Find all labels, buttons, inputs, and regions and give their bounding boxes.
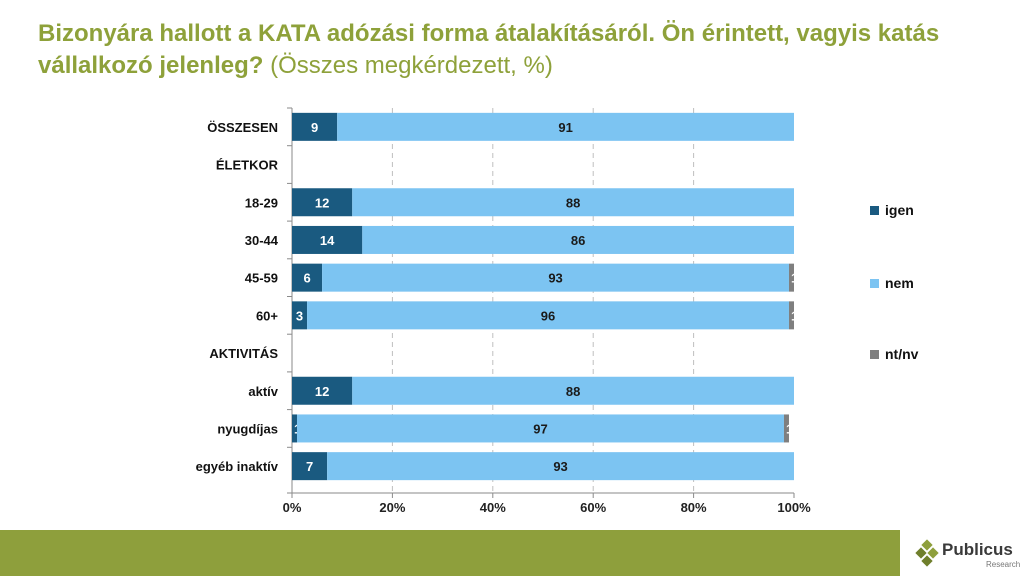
bar-igen-0 [292, 112, 338, 141]
bar-igen-9 [292, 452, 328, 481]
legend-swatch-nem [870, 279, 879, 288]
x-tick-label: 60% [580, 500, 606, 515]
category-label: 45-59 [245, 271, 278, 286]
category-label: 30-44 [245, 233, 279, 248]
category-label: aktív [248, 384, 278, 399]
category-label: ÖSSZESEN [207, 120, 278, 135]
data-label-ntnv: 0 [796, 384, 803, 399]
bar-nem-5 [307, 301, 789, 330]
bar-igen-7 [292, 376, 353, 405]
chart-title: Bizonyára hallott a KATA adózási forma á… [38, 18, 998, 82]
bar-igen-3 [292, 225, 363, 254]
bar-nem-4 [322, 263, 789, 292]
legend-label: nt/nv [885, 346, 919, 362]
data-label-nem: 93 [553, 459, 567, 474]
bar-nem-0 [337, 112, 794, 141]
data-label-ntnv: 1 [791, 271, 798, 286]
data-label-igen: 6 [303, 271, 310, 286]
bar-nem-8 [297, 414, 784, 443]
publicus-logo-icon [915, 539, 939, 567]
bar-igen-5 [292, 301, 308, 330]
legend-label: igen [885, 202, 914, 218]
data-label-nem: 93 [548, 271, 562, 286]
data-label-nem: 97 [533, 421, 547, 436]
data-label-igen: 7 [306, 459, 313, 474]
data-label-ntnv: 0 [796, 233, 803, 248]
logo-name: Publicus [942, 540, 1013, 559]
data-label-ntnv: 1 [791, 308, 798, 323]
data-label-ntnv: 0 [796, 120, 803, 135]
legend-swatch-igen [870, 206, 879, 215]
data-label-ntnv: 0 [796, 195, 803, 210]
data-label-nem: 96 [541, 308, 555, 323]
data-label-igen: 9 [311, 120, 318, 135]
bar-ntnv-5 [788, 301, 794, 330]
publicus-logo: Publicus Research [914, 536, 1024, 576]
stacked-bar-chart: 0% 20% 40% 60% 80% 100% ÖSSZESEN 9 91 0 ÉLETKOR 18-… [196, 107, 919, 515]
category-label: ÉLETKOR [216, 158, 279, 173]
logo-sub: Research [986, 560, 1021, 569]
legend-swatch-ntnv [870, 350, 879, 359]
x-tick-label: 100% [777, 500, 811, 515]
category-label: egyéb inaktív [196, 459, 279, 474]
category-label: 18-29 [245, 195, 278, 210]
data-label-ntnv: 0 [796, 459, 803, 474]
title-subtitle: (Összes megkérdezett, %) [270, 52, 553, 79]
legend-label: nem [885, 275, 914, 291]
category-label: AKTIVITÁS [209, 346, 278, 361]
data-label-igen: 14 [320, 233, 335, 248]
data-label-igen: 3 [296, 308, 303, 323]
data-label-igen: 12 [315, 195, 329, 210]
data-label-nem: 88 [566, 195, 580, 210]
bar-nem-7 [352, 376, 794, 405]
bar-ntnv-8 [783, 414, 789, 443]
bar-ntnv-4 [788, 263, 794, 292]
bar-nem-3 [362, 225, 794, 254]
data-label-nem: 86 [571, 233, 585, 248]
data-label-ntnv: 1 [786, 421, 793, 436]
category-label: nyugdíjas [217, 421, 278, 436]
category-label: 60+ [256, 308, 278, 323]
x-tick-label: 20% [379, 500, 405, 515]
data-label-nem: 91 [558, 120, 572, 135]
x-tick-label: 80% [681, 500, 707, 515]
title-main: Bizonyára hallott a KATA adózási forma á… [38, 20, 940, 79]
x-tick-label: 40% [480, 500, 506, 515]
bar-nem-9 [327, 452, 794, 481]
footer-bar [0, 530, 900, 576]
bar-igen-4 [292, 263, 323, 292]
data-label-igen: 12 [315, 384, 329, 399]
data-label-nem: 88 [566, 384, 580, 399]
x-tick-label: 0% [283, 500, 302, 515]
bar-igen-2 [292, 188, 353, 217]
bar-nem-2 [352, 188, 794, 217]
bar-igen-8 [292, 414, 298, 443]
